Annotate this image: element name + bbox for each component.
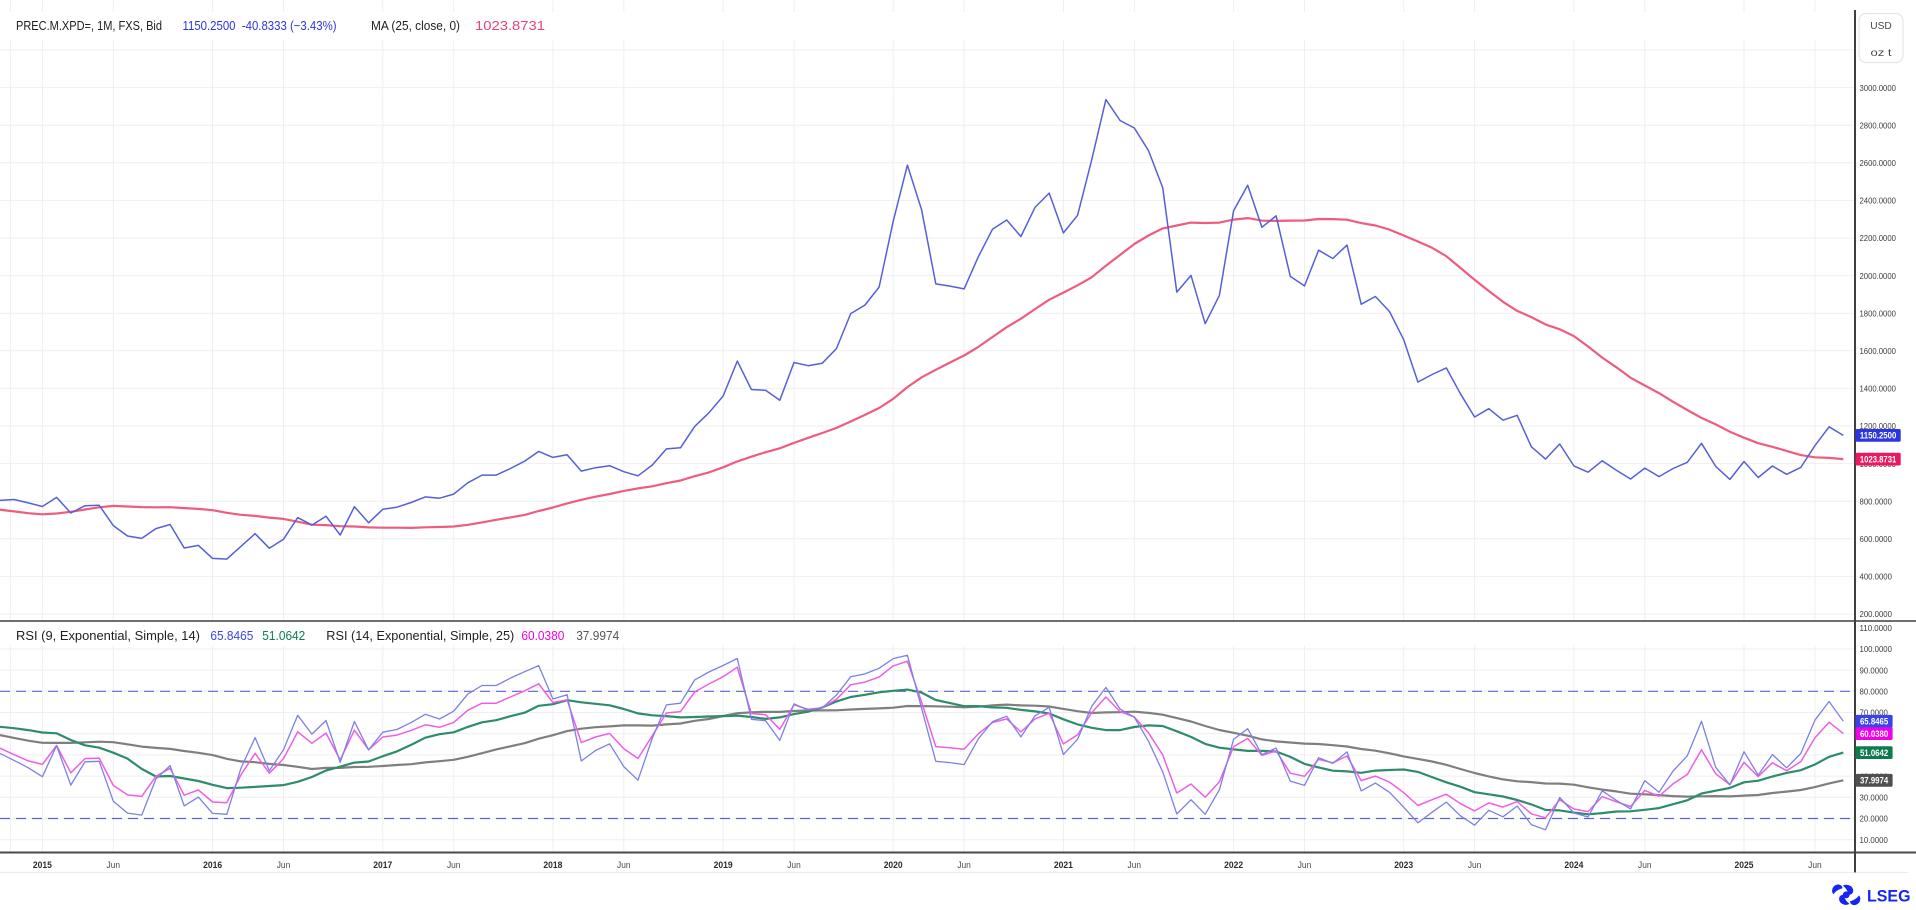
svg-text:2600.0000: 2600.0000 — [1860, 158, 1897, 168]
svg-text:LSEG: LSEG — [1867, 888, 1911, 906]
svg-text:2000.0000: 2000.0000 — [1860, 271, 1897, 281]
svg-text:2020: 2020 — [884, 860, 903, 871]
svg-text:2400.0000: 2400.0000 — [1860, 196, 1897, 206]
svg-text:10.0000: 10.0000 — [1860, 835, 1889, 845]
svg-text:Jun: Jun — [1638, 860, 1652, 871]
svg-text:51.0642: 51.0642 — [262, 628, 305, 643]
svg-text:60.0380: 60.0380 — [521, 628, 564, 643]
svg-text:70.0000: 70.0000 — [1860, 708, 1889, 718]
svg-text:2024: 2024 — [1564, 860, 1584, 871]
svg-text:1400.0000: 1400.0000 — [1860, 384, 1897, 394]
svg-text:90.0000: 90.0000 — [1860, 665, 1889, 675]
svg-text:400.0000: 400.0000 — [1860, 572, 1893, 582]
svg-text:51.0642: 51.0642 — [1860, 748, 1888, 759]
svg-text:37.9974: 37.9974 — [576, 628, 619, 643]
svg-text:60.0380: 60.0380 — [1860, 729, 1888, 740]
svg-text:Jun: Jun — [787, 860, 801, 871]
svg-text:Jun: Jun — [1808, 860, 1822, 871]
svg-text:1023.8731: 1023.8731 — [1860, 454, 1897, 465]
svg-text:Jun: Jun — [1128, 860, 1142, 871]
svg-text:1023.8731: 1023.8731 — [475, 18, 545, 33]
svg-text:RSI (14, Exponential, Simple,: RSI (14, Exponential, Simple, 25) — [326, 628, 514, 643]
svg-text:2017: 2017 — [373, 860, 392, 871]
svg-text:USD: USD — [1870, 21, 1892, 32]
svg-text:Jun: Jun — [957, 860, 971, 871]
svg-text:1150.2500: 1150.2500 — [1860, 431, 1896, 442]
svg-text:65.8465: 65.8465 — [210, 628, 253, 643]
svg-text:Jun: Jun — [617, 860, 631, 871]
svg-text:2800.0000: 2800.0000 — [1860, 120, 1897, 130]
svg-text:110.0000: 110.0000 — [1860, 623, 1893, 633]
svg-text:2015: 2015 — [33, 860, 53, 871]
svg-text:30.0000: 30.0000 — [1860, 793, 1889, 803]
svg-text:2019: 2019 — [714, 860, 733, 871]
svg-text:PREC.M.XPD=, 1M, FXS, Bid: PREC.M.XPD=, 1M, FXS, Bid — [16, 18, 162, 33]
svg-text:1200.0000: 1200.0000 — [1860, 421, 1897, 431]
svg-text:2025: 2025 — [1735, 860, 1755, 871]
svg-text:2023: 2023 — [1394, 860, 1413, 871]
svg-text:Jun: Jun — [1468, 860, 1482, 871]
svg-text:Jun: Jun — [107, 860, 121, 871]
svg-text:1150.2500 -40.8333 (−3.43%): 1150.2500 -40.8333 (−3.43%) — [183, 18, 337, 33]
svg-text:80.0000: 80.0000 — [1860, 687, 1889, 697]
svg-text:600.0000: 600.0000 — [1860, 534, 1893, 544]
svg-text:3000.0000: 3000.0000 — [1860, 83, 1897, 93]
svg-text:100.0000: 100.0000 — [1860, 644, 1893, 654]
svg-text:Jun: Jun — [447, 860, 461, 871]
svg-text:20.0000: 20.0000 — [1860, 814, 1889, 824]
svg-text:1600.0000: 1600.0000 — [1860, 346, 1897, 356]
svg-text:Jun: Jun — [1298, 860, 1312, 871]
svg-text:RSI (9, Exponential, Simple, 1: RSI (9, Exponential, Simple, 14) — [16, 628, 200, 643]
svg-text:65.8465: 65.8465 — [1860, 717, 1889, 728]
svg-text:2021: 2021 — [1054, 860, 1074, 871]
svg-text:37.9974: 37.9974 — [1860, 776, 1889, 787]
svg-text:800.0000: 800.0000 — [1860, 496, 1893, 506]
svg-text:Jun: Jun — [277, 860, 291, 871]
svg-text:oz t: oz t — [1871, 48, 1892, 59]
svg-text:1800.0000: 1800.0000 — [1860, 308, 1897, 318]
svg-text:2018: 2018 — [543, 860, 562, 871]
svg-text:200.0000: 200.0000 — [1860, 609, 1893, 619]
svg-text:MA (25, close, 0): MA (25, close, 0) — [371, 18, 460, 33]
svg-text:2200.0000: 2200.0000 — [1860, 233, 1897, 243]
svg-text:2022: 2022 — [1224, 860, 1243, 871]
svg-text:2016: 2016 — [203, 860, 222, 871]
